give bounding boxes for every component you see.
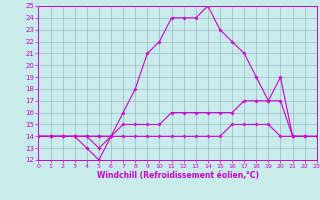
- X-axis label: Windchill (Refroidissement éolien,°C): Windchill (Refroidissement éolien,°C): [97, 171, 259, 180]
